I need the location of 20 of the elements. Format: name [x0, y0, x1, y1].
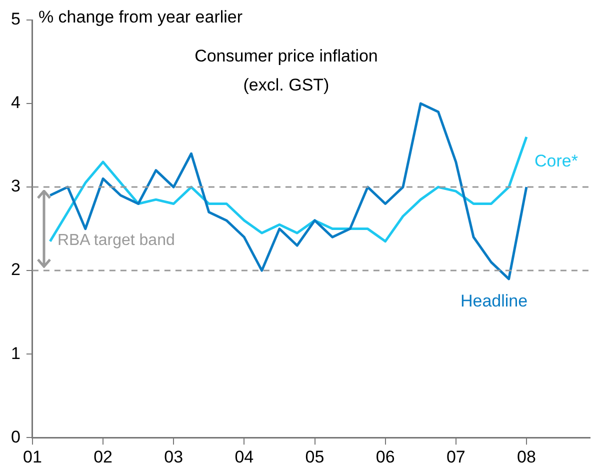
x-tick-label: 02 [94, 447, 112, 466]
annotation: RBA target band [57, 232, 175, 250]
text: Consumer price inflation [194, 46, 378, 66]
y-axis-title: % change from year earlier [38, 8, 243, 27]
x-tick-label: 05 [305, 447, 324, 466]
y-tick-label: 0 [10, 427, 20, 446]
y-tick-label: 2 [10, 260, 20, 280]
x-tick-label: 07 [446, 447, 466, 466]
y-tick-label: 4 [10, 93, 20, 112]
series-label: Headline [460, 292, 528, 311]
y-tick-label: 5 [10, 10, 20, 29]
y-tick-label: 1 [10, 344, 20, 363]
y-tick-label: 3 [10, 176, 20, 196]
x-tick-label: 06 [376, 447, 395, 466]
x-tick-label: 08 [517, 447, 536, 466]
x-tick-label: 03 [164, 447, 184, 466]
x-tick-label: 01 [22, 447, 42, 466]
text: (excl. GST) [243, 76, 330, 95]
series-label: Core* [534, 152, 578, 171]
x-tick-label: 04 [234, 447, 254, 466]
